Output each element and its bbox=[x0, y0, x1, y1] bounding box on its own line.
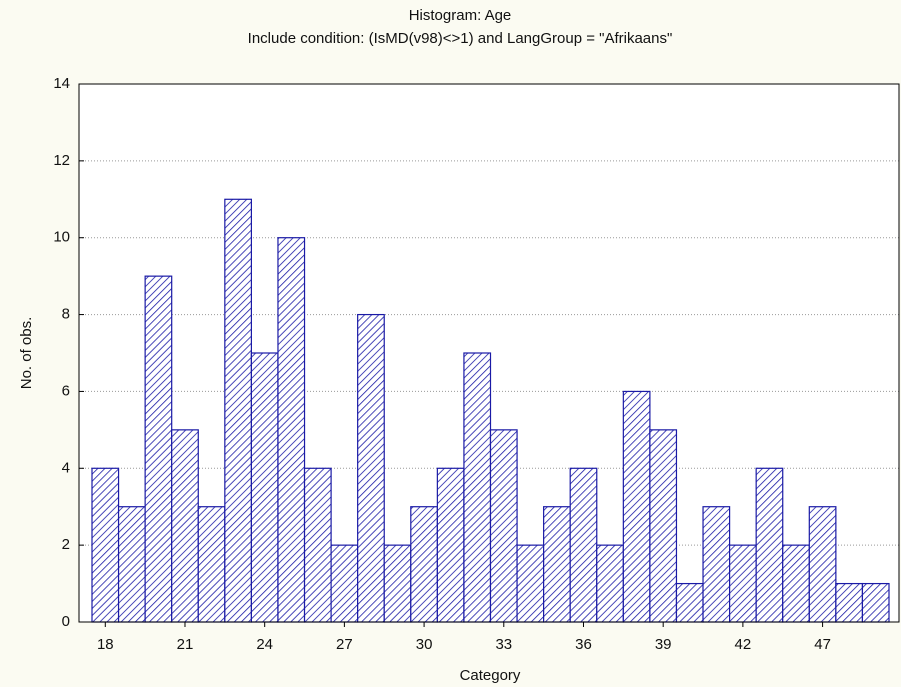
x-tick-label: 39 bbox=[655, 636, 672, 653]
bar bbox=[728, 544, 757, 623]
x-tick-label: 27 bbox=[336, 636, 353, 653]
bar bbox=[197, 506, 226, 623]
y-tick-label: 4 bbox=[62, 459, 70, 476]
bar bbox=[622, 390, 651, 623]
x-tick-label: 42 bbox=[735, 636, 752, 653]
plot-frame bbox=[78, 83, 900, 623]
y-tick-label: 8 bbox=[62, 306, 70, 323]
bar bbox=[861, 582, 890, 623]
bar bbox=[569, 467, 598, 623]
bar bbox=[649, 429, 678, 623]
y-tick-label: 14 bbox=[53, 75, 70, 92]
y-tick-label: 10 bbox=[53, 229, 70, 246]
bar bbox=[782, 544, 810, 623]
bar bbox=[755, 467, 784, 623]
bar bbox=[357, 313, 385, 623]
bar bbox=[808, 506, 837, 623]
x-tick-label: 33 bbox=[495, 636, 512, 653]
bar bbox=[383, 544, 412, 623]
bar bbox=[596, 544, 624, 623]
bar bbox=[117, 506, 146, 623]
y-axis-label: No. of obs. bbox=[18, 317, 35, 390]
x-tick-label: 21 bbox=[177, 636, 194, 653]
bar bbox=[463, 352, 492, 623]
bar bbox=[224, 198, 252, 623]
bar bbox=[835, 582, 864, 623]
y-tick-label: 6 bbox=[62, 382, 70, 399]
bar bbox=[702, 506, 731, 623]
y-tick-label: 0 bbox=[62, 613, 70, 630]
bar bbox=[543, 506, 571, 623]
bar bbox=[410, 506, 438, 623]
x-tick-label: 36 bbox=[575, 636, 592, 653]
bar bbox=[91, 467, 120, 623]
bar bbox=[144, 275, 173, 623]
bar bbox=[489, 429, 518, 623]
bar bbox=[436, 467, 465, 623]
y-tick-label: 2 bbox=[62, 536, 70, 553]
bar bbox=[516, 544, 545, 623]
bar bbox=[171, 429, 199, 623]
chart-title: Histogram: Age bbox=[409, 7, 512, 24]
x-tick-label: 18 bbox=[97, 636, 114, 653]
x-axis-label: Category bbox=[460, 667, 521, 684]
bar bbox=[675, 582, 704, 623]
y-tick-label: 12 bbox=[53, 152, 70, 169]
chart-subtitle: Include condition: (IsMD(v98)<>1) and La… bbox=[248, 30, 673, 47]
x-tick-label: 24 bbox=[256, 636, 273, 653]
bar bbox=[277, 237, 306, 623]
x-tick-label: 47 bbox=[814, 636, 831, 653]
x-tick-label: 30 bbox=[416, 636, 433, 653]
bar bbox=[330, 544, 359, 623]
bar bbox=[303, 467, 332, 623]
bar bbox=[250, 352, 279, 623]
